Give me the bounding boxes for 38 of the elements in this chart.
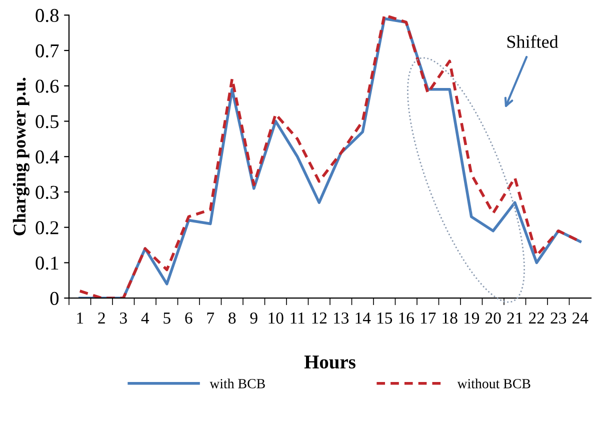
x-tick-label: 11 xyxy=(290,312,304,324)
x-tick-label: 21 xyxy=(507,312,522,324)
y-tick-label: 0.1 xyxy=(36,256,58,270)
x-tick-label: 4 xyxy=(141,312,150,324)
x-tick-label: 7 xyxy=(207,312,214,324)
x-tick-label: 3 xyxy=(120,312,127,324)
y-axis-title: Charging power p.u. xyxy=(12,78,30,236)
x-tick-label: 8 xyxy=(228,312,236,324)
x-tick-label: 16 xyxy=(399,312,414,324)
x-tick-label: 9 xyxy=(250,312,258,324)
x-tick-label: 12 xyxy=(312,312,327,324)
y-tick-label: 0.2 xyxy=(36,221,58,234)
y-tick-label: 0.3 xyxy=(36,186,59,199)
x-tick-label: 20 xyxy=(486,312,501,324)
x-tick-label: 15 xyxy=(378,312,392,324)
y-tick-label: 0.6 xyxy=(36,80,59,93)
x-tick-label: 10 xyxy=(268,312,284,324)
x-tick-label: 5 xyxy=(164,312,170,324)
legend-label: without BCB xyxy=(457,378,530,388)
x-tick-label: 14 xyxy=(356,312,371,324)
y-tick-label: 0.4 xyxy=(36,150,59,164)
legend-label: with BCB xyxy=(210,378,265,388)
x-tick-label: 22 xyxy=(529,312,544,324)
x-tick-label: 6 xyxy=(185,312,192,324)
y-tick-label: 0.7 xyxy=(36,44,59,58)
x-tick-label: 18 xyxy=(442,312,458,324)
y-tick-label: 0.8 xyxy=(36,8,59,22)
x-tick-label: 2 xyxy=(98,312,105,324)
x-tick-label: 13 xyxy=(334,312,349,324)
x-tick-label: 19 xyxy=(464,312,480,324)
y-tick-label: 0 xyxy=(50,292,59,306)
x-tick-label: 1 xyxy=(77,312,84,324)
y-tick-label: 0.5 xyxy=(36,115,59,128)
x-tick-label: 24 xyxy=(572,312,588,324)
annotation: Shifted xyxy=(507,35,558,48)
x-axis-title: Hours xyxy=(304,356,356,369)
x-tick-label: 23 xyxy=(550,312,566,324)
x-tick-label: 17 xyxy=(421,312,436,324)
